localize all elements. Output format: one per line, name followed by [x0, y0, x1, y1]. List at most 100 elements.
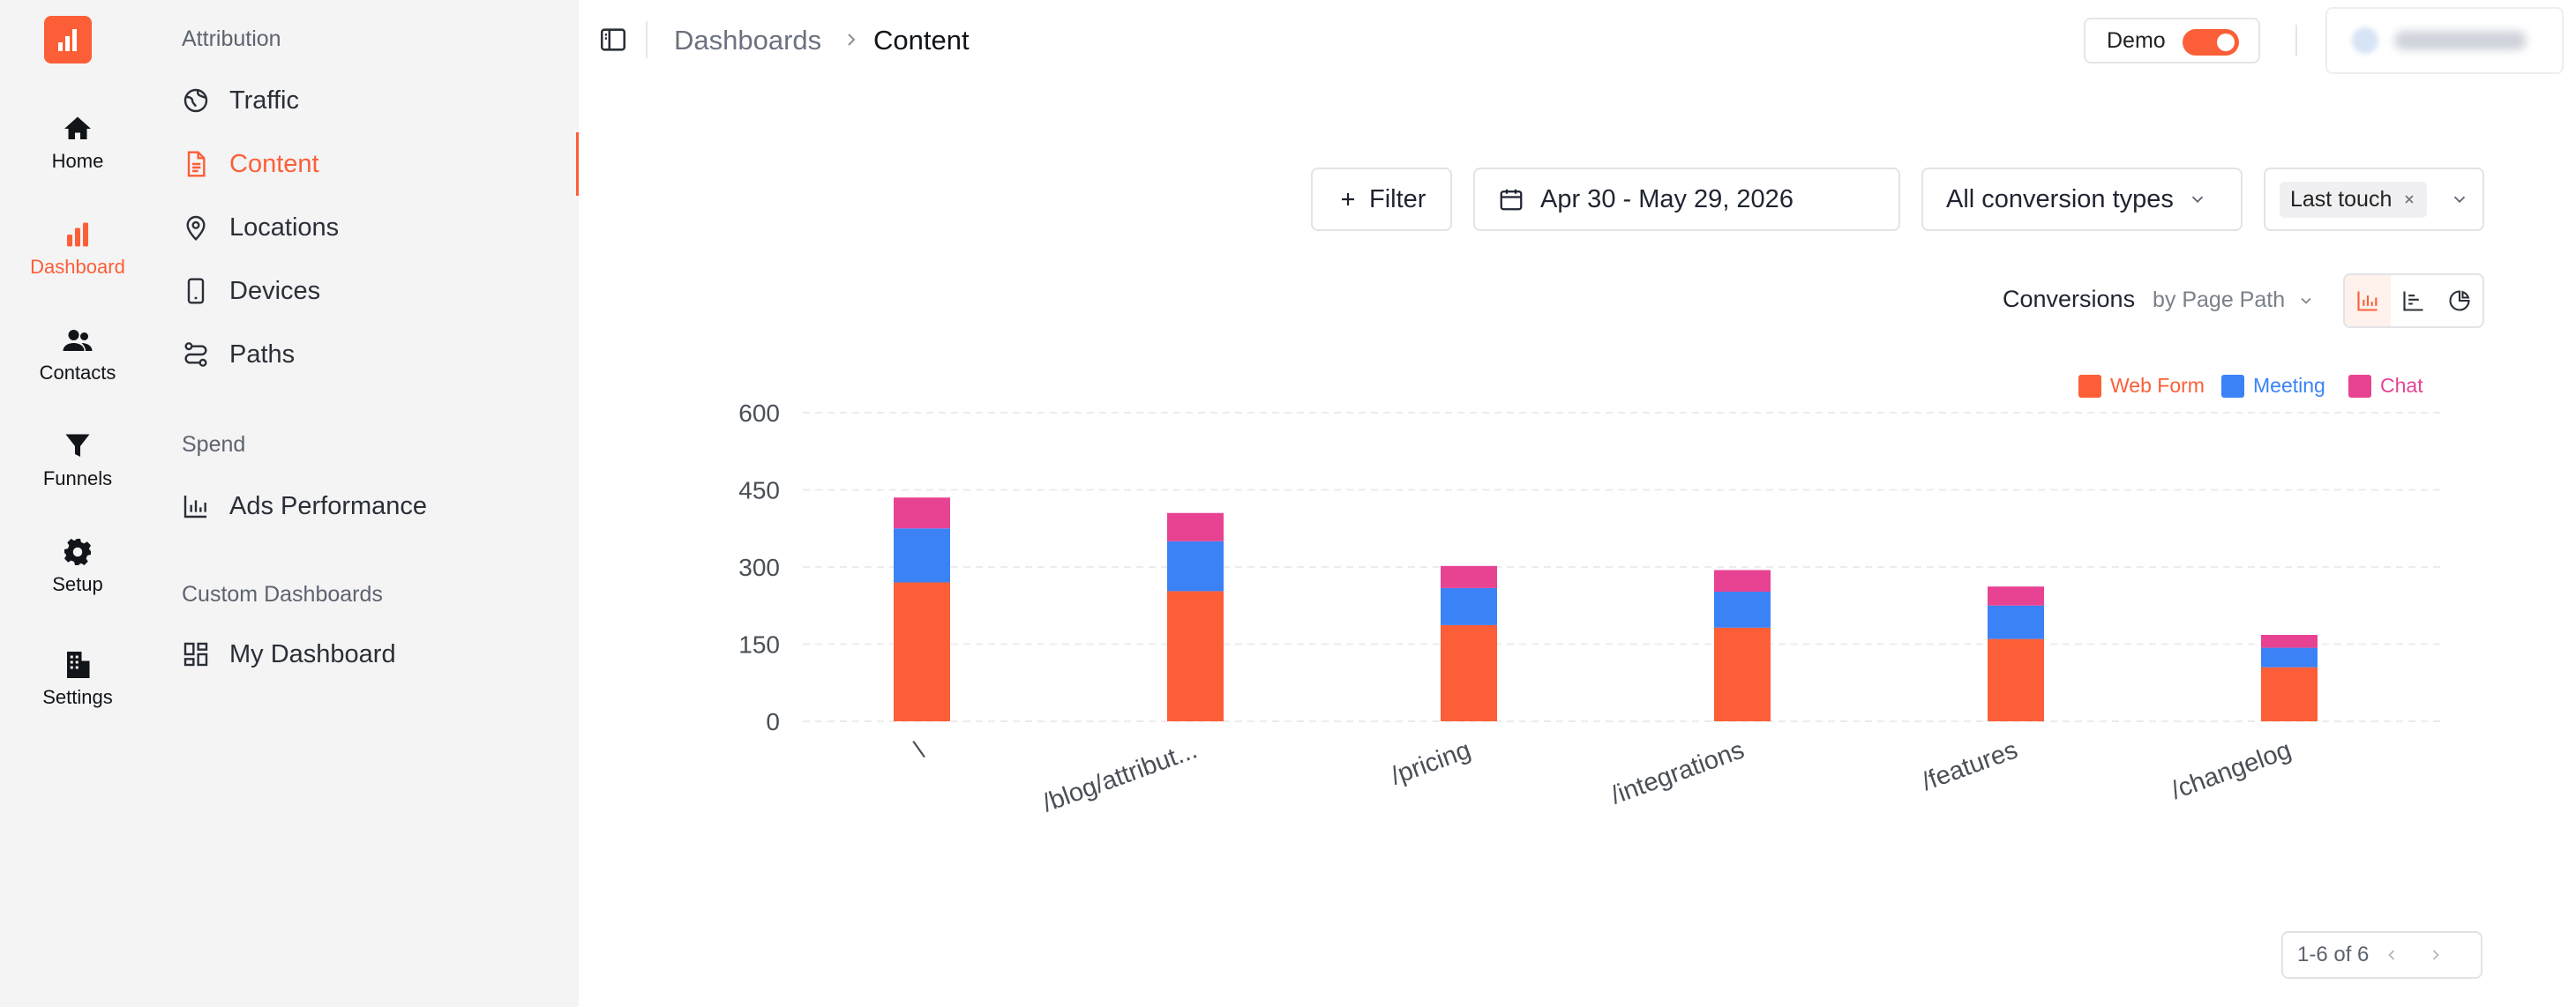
chevron-down-icon — [2301, 297, 2311, 304]
home-icon — [64, 116, 91, 139]
sidebar-section-custom-dashboards: Custom Dashboards — [182, 582, 383, 607]
horizontal-bar-chart-icon — [2403, 291, 2423, 311]
group-by-select[interactable]: by Page Path — [2153, 287, 2315, 313]
rail-item-home[interactable]: Home — [0, 113, 155, 201]
filter-label: Filter — [1369, 184, 1427, 213]
rail-item-settings[interactable]: Settings — [0, 649, 155, 737]
rail-item-setup[interactable]: Setup — [0, 536, 155, 624]
globe-icon — [183, 88, 208, 113]
view-line-button[interactable] — [2391, 275, 2437, 326]
bar-segment — [1167, 591, 1224, 721]
rail-item-contacts[interactable]: Contacts — [0, 324, 155, 413]
x-tick-label: /pricing — [1388, 736, 1475, 791]
bar-segment — [1714, 592, 1771, 628]
header-divider-right — [2295, 25, 2297, 56]
attribution-model-select[interactable]: Last touch — [2264, 168, 2484, 231]
dashboard-grid-icon — [183, 642, 208, 667]
sidebar-section-attribution: Attribution — [182, 26, 281, 51]
demo-label: Demo — [2107, 27, 2166, 53]
filter-button[interactable]: Filter — [1311, 168, 1452, 231]
bar-segment — [1714, 627, 1771, 721]
conversion-type-select[interactable]: All conversion types — [1921, 168, 2243, 231]
demo-toggle[interactable] — [2183, 29, 2239, 56]
y-tick-label: 600 — [738, 399, 780, 427]
sidebar-toggle-icon[interactable] — [598, 25, 628, 55]
chart-view-toggle — [2343, 273, 2484, 328]
view-pie-button[interactable] — [2437, 275, 2482, 326]
sidebar-item-ads-performance[interactable]: Ads Performance — [182, 483, 552, 529]
sidebar-item-content[interactable]: Content — [182, 141, 552, 187]
sidebar-item-traffic[interactable]: Traffic — [182, 78, 552, 123]
breadcrumb-dashboards[interactable]: Dashboards — [674, 25, 822, 56]
sidebar-item-label: Paths — [229, 339, 296, 369]
sidebar-item-locations[interactable]: Locations — [182, 205, 552, 250]
rail-item-funnels[interactable]: Funnels — [0, 430, 155, 518]
sidebar-item-devices[interactable]: Devices — [182, 268, 552, 314]
user-name-redacted — [2394, 31, 2527, 50]
sidebar-item-label: My Dashboard — [229, 639, 396, 668]
demo-toggle-box: Demo — [2084, 18, 2260, 63]
sidebar-item-my-dashboard[interactable]: My Dashboard — [182, 631, 552, 677]
chevron-right-icon — [848, 34, 856, 46]
pagination: 1-6 of 6 — [2281, 931, 2482, 979]
view-bar-button[interactable] — [2345, 275, 2391, 326]
pie-chart-icon — [2449, 290, 2470, 311]
bar-segment — [1988, 638, 2044, 721]
conversion-type-value: All conversion types — [1946, 184, 2174, 213]
model-chip-label: Last touch — [2290, 186, 2393, 212]
bar-segment — [2261, 647, 2318, 668]
x-tick-label: /integrations — [1607, 736, 1748, 810]
date-range-text: Apr 30 - May 29, 2026 — [1540, 184, 1793, 213]
sidebar-section-spend: Spend — [182, 432, 246, 457]
chevron-right-icon[interactable] — [2427, 946, 2445, 964]
legend-swatch — [2221, 374, 2244, 398]
model-chip: Last touch — [2280, 181, 2428, 218]
rail-label-home: Home — [51, 150, 104, 172]
chevron-left-icon[interactable] — [2383, 946, 2400, 964]
rail-label-contacts: Contacts — [39, 362, 116, 384]
avatar — [2352, 27, 2378, 54]
bar-segment — [1441, 587, 1497, 625]
conversions-bar-chart: 0 150 300 450 600 \ /blog/attribut... /pricing /… — [738, 399, 2444, 818]
chart-title: Conversions — [2003, 286, 2136, 312]
close-icon[interactable] — [2402, 192, 2416, 206]
bar-segment — [2261, 667, 2318, 721]
bar-segment — [1714, 570, 1771, 592]
x-tick-label: /blog/attribut... — [1039, 736, 1202, 818]
x-tick-label: /features — [1918, 736, 2021, 797]
bar-segment — [894, 528, 950, 583]
y-tick-label: 450 — [738, 477, 780, 504]
sidebar-item-label: Locations — [229, 213, 340, 242]
bar-segment — [1988, 586, 2044, 606]
bar-segment — [1441, 624, 1497, 721]
rail-item-dashboard[interactable]: Dashboard — [0, 219, 155, 307]
bar-segment — [1441, 565, 1497, 588]
app-logo[interactable] — [44, 16, 92, 63]
date-range-picker[interactable]: Apr 30 - May 29, 2026 — [1473, 168, 1900, 231]
user-menu[interactable] — [2325, 7, 2564, 74]
map-pin-icon — [186, 215, 206, 242]
x-tick-label: \ — [911, 735, 928, 765]
bar-segment — [1167, 541, 1224, 592]
sidebar-item-paths[interactable]: Paths — [182, 332, 552, 377]
gear-icon — [64, 539, 91, 565]
rail-label-setup: Setup — [52, 573, 103, 595]
bar-chart-outline-icon — [183, 496, 206, 518]
sidebar-item-label: Ads Performance — [229, 491, 428, 520]
rail-label-dashboard: Dashboard — [30, 256, 125, 278]
icon-rail: Home Dashboard Contacts Funnels Setup Se… — [0, 0, 155, 1007]
chevron-down-icon[interactable] — [2450, 190, 2469, 209]
legend-label: Chat — [2380, 374, 2423, 397]
route-icon — [184, 342, 207, 367]
sidebar-item-label: Content — [229, 149, 319, 178]
users-icon — [63, 330, 93, 351]
top-header: Dashboards Content Demo — [579, 0, 2576, 81]
legend-swatch — [2348, 374, 2371, 398]
rail-label-settings: Settings — [42, 686, 113, 708]
legend-item-chat: Chat — [2348, 374, 2423, 398]
funnel-icon — [65, 434, 90, 457]
active-indicator — [576, 132, 579, 196]
bar-chart-icon — [67, 222, 88, 247]
legend-label: Meeting — [2253, 374, 2325, 397]
pagination-text: 1-6 of 6 — [2297, 943, 2370, 966]
